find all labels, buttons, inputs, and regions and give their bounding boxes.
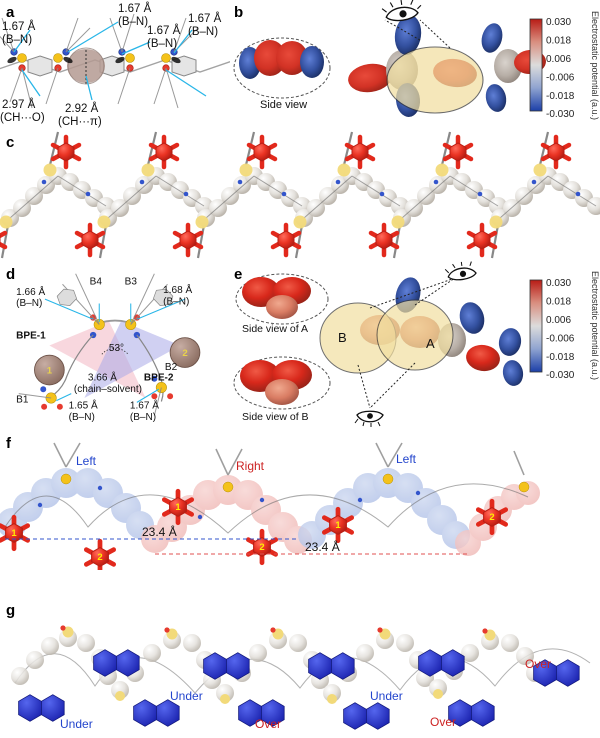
svg-text:(B–N): (B–N)	[130, 412, 156, 423]
svg-text:(B–N): (B–N)	[118, 16, 148, 28]
svg-text:1.67 Å: 1.67 Å	[130, 399, 159, 412]
svg-text:BPE-1: BPE-1	[16, 331, 46, 342]
svg-text:-0.006: -0.006	[546, 73, 575, 84]
svg-text:(B–N): (B–N)	[188, 26, 218, 38]
svg-text:2: 2	[489, 512, 494, 523]
svg-text:1: 1	[175, 502, 180, 513]
svg-text:Over: Over	[430, 715, 456, 729]
svg-text:(B–N): (B–N)	[147, 38, 177, 50]
svg-text:2.92 Å: 2.92 Å	[65, 102, 99, 115]
svg-text:-0.030: -0.030	[546, 109, 575, 120]
svg-text:(B–N): (B–N)	[163, 296, 189, 307]
svg-text:23.4 Å: 23.4 Å	[305, 539, 340, 554]
svg-text:(CH···π): (CH···π)	[58, 116, 102, 128]
svg-text:A: A	[426, 336, 435, 351]
svg-text:Over: Over	[255, 717, 281, 731]
svg-text:2: 2	[259, 542, 264, 553]
svg-text:23.4 Å: 23.4 Å	[142, 524, 177, 539]
svg-text:-0.018: -0.018	[546, 352, 575, 363]
svg-text:1.65 Å: 1.65 Å	[69, 399, 98, 412]
svg-text:Under: Under	[370, 689, 403, 703]
svg-text:-0.018: -0.018	[546, 91, 575, 102]
svg-text:Under: Under	[60, 717, 93, 731]
svg-text:-0.006: -0.006	[546, 334, 575, 345]
svg-text:Side view: Side view	[260, 99, 307, 111]
svg-text:1.68 Å: 1.68 Å	[163, 283, 192, 296]
svg-text:1.67 Å: 1.67 Å	[118, 2, 152, 15]
svg-text:B1: B1	[16, 394, 29, 405]
svg-text:(B–N): (B–N)	[69, 412, 95, 423]
svg-text:B: B	[338, 330, 347, 345]
svg-text:0.006: 0.006	[546, 315, 571, 326]
svg-text:(B–N): (B–N)	[2, 34, 32, 46]
svg-text:Under: Under	[170, 689, 203, 703]
svg-text:Left: Left	[396, 452, 417, 466]
svg-text:(CH···O): (CH···O)	[0, 112, 45, 124]
svg-text:1: 1	[335, 520, 340, 531]
svg-text:0.006: 0.006	[546, 54, 571, 65]
svg-text:0.030: 0.030	[546, 278, 571, 289]
svg-text:1.67 Å: 1.67 Å	[188, 12, 222, 25]
svg-text:B4: B4	[90, 276, 103, 287]
svg-text:(chain–solvent): (chain–solvent)	[74, 384, 142, 395]
svg-text:0.018: 0.018	[546, 297, 571, 308]
svg-text:1.67 Å: 1.67 Å	[2, 20, 36, 33]
svg-text:3.66 Å: 3.66 Å	[88, 371, 117, 384]
svg-text:Side view of A: Side view of A	[242, 323, 308, 335]
svg-text:B2: B2	[165, 362, 178, 373]
svg-text:BPE-2: BPE-2	[144, 373, 174, 384]
svg-text:Over: Over	[525, 657, 551, 671]
svg-text:1: 1	[11, 528, 16, 539]
svg-text:53°: 53°	[109, 343, 124, 354]
svg-text:1.67 Å: 1.67 Å	[147, 24, 181, 37]
svg-text:(B–N): (B–N)	[16, 298, 42, 309]
svg-text:2: 2	[97, 552, 102, 563]
svg-text:2: 2	[182, 348, 187, 359]
svg-text:1: 1	[47, 366, 53, 377]
svg-text:1.66 Å: 1.66 Å	[16, 285, 45, 298]
svg-text:2.97 Å: 2.97 Å	[2, 98, 36, 111]
svg-text:0.018: 0.018	[546, 36, 571, 47]
svg-text:0.030: 0.030	[546, 17, 571, 28]
svg-text:Side view of B: Side view of B	[242, 411, 309, 423]
svg-text:B3: B3	[125, 276, 138, 287]
svg-text:Right: Right	[236, 459, 265, 473]
svg-text:Left: Left	[76, 454, 97, 468]
svg-text:-0.030: -0.030	[546, 370, 575, 381]
